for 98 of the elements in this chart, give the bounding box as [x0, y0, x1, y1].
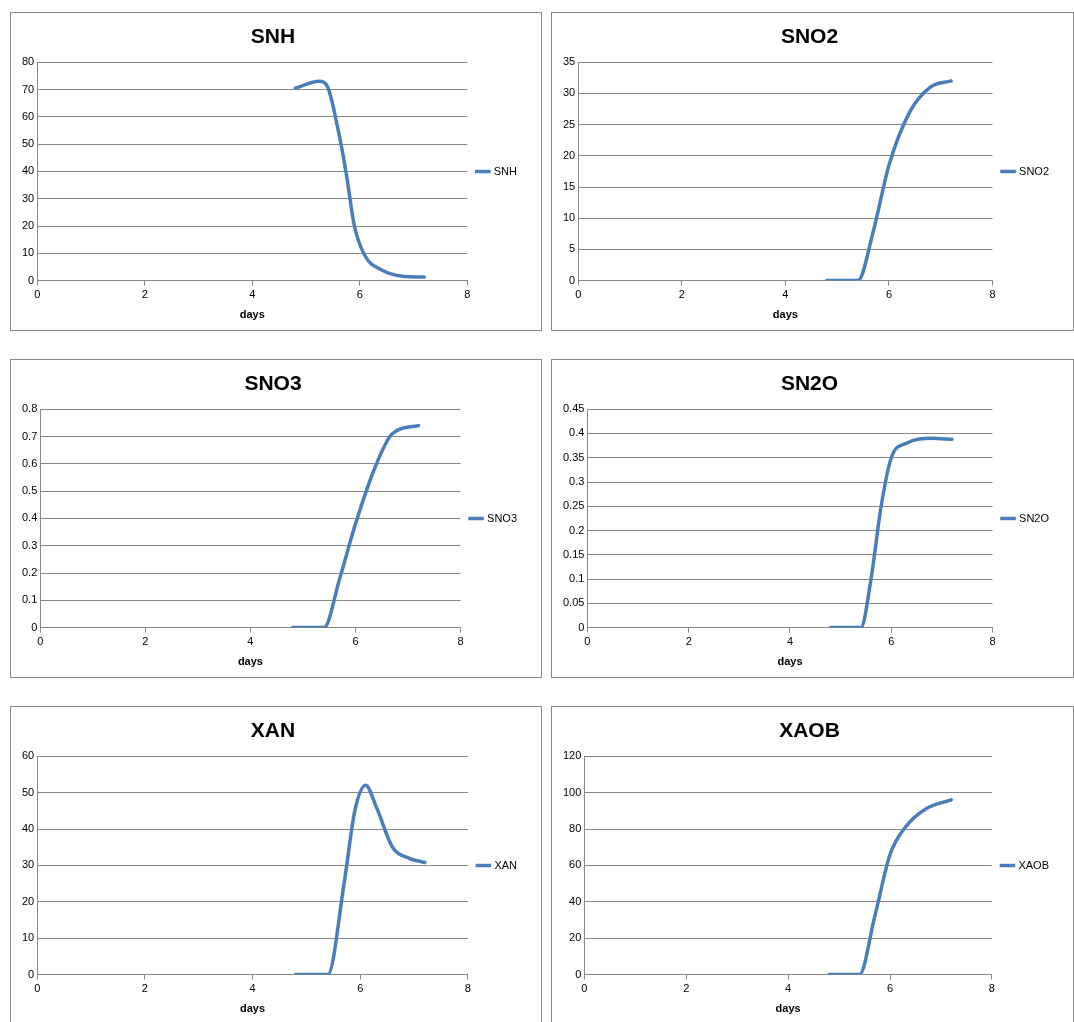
chart-title: SNO2	[780, 24, 839, 48]
legend-label: XAOB	[1018, 858, 1050, 871]
y-tick-label: 80	[569, 822, 582, 835]
x-axis-title: days	[240, 1002, 266, 1015]
y-tick-label: 0	[31, 620, 38, 633]
y-tick-label: 0.2	[569, 523, 585, 536]
x-tick-label: 2	[678, 288, 685, 301]
x-tick-label: 8	[989, 635, 996, 648]
y-tick-label: 20	[21, 894, 35, 907]
y-tick-label: 30	[21, 191, 35, 204]
legend-label: SN2O	[1019, 511, 1050, 524]
x-tick-label: 4	[786, 635, 794, 648]
y-tick-label: 0.15	[562, 547, 585, 560]
x-tick-label: 4	[782, 288, 789, 301]
x-tick-label: 6	[885, 288, 893, 301]
y-tick-label: 5	[569, 242, 576, 255]
y-tick-label: 10	[21, 246, 35, 259]
x-tick-label: 6	[357, 982, 364, 995]
y-tick-label: 0.1	[569, 572, 585, 585]
y-tick-label: 0.5	[21, 484, 38, 497]
y-tick-label: 100	[562, 785, 582, 798]
chart-title: SNH	[250, 24, 296, 48]
y-tick-label: 20	[562, 148, 576, 161]
y-tick-label: 20	[21, 219, 35, 232]
y-tick-label: 0.1	[21, 593, 38, 606]
y-tick-label: 0.2	[21, 566, 38, 579]
y-tick-label: 0.35	[562, 450, 585, 463]
x-axis-title: days	[237, 655, 263, 668]
x-tick-label: 8	[464, 982, 471, 995]
x-axis-title: days	[777, 655, 803, 668]
legend-label: SNO3	[487, 511, 518, 524]
x-tick-label: 4	[247, 635, 254, 648]
y-tick-label: 0	[575, 967, 582, 980]
y-tick-label: 80	[21, 55, 35, 68]
y-tick-label: 15	[562, 180, 576, 193]
x-tick-label: 8	[989, 288, 996, 301]
y-tick-label: 40	[21, 822, 35, 835]
y-tick-label: 0.6	[21, 456, 38, 469]
x-tick-label: 2	[142, 635, 149, 648]
y-tick-label: 60	[569, 858, 582, 871]
chart-title: SNO3	[244, 371, 302, 395]
x-tick-label: 2	[141, 982, 148, 995]
y-tick-label: 10	[562, 211, 576, 224]
x-tick-label: 6	[888, 635, 895, 648]
x-tick-label: 8	[988, 982, 995, 995]
y-tick-label: 0	[569, 273, 576, 286]
y-tick-label: 0.05	[562, 596, 585, 609]
line-series	[828, 436, 954, 628]
legend-label: XAN	[494, 858, 518, 871]
y-tick-label: 0.45	[562, 402, 585, 415]
y-tick-label: 0	[578, 620, 585, 633]
y-tick-label: 70	[21, 82, 35, 95]
y-tick-label: 35	[562, 55, 576, 68]
legend-label: SNH	[493, 164, 518, 177]
y-tick-label: 40	[569, 894, 582, 907]
y-tick-label: 50	[21, 785, 35, 798]
y-tick-label: 60	[21, 109, 35, 122]
y-tick-label: 0.7	[21, 429, 38, 442]
x-tick-label: 4	[249, 288, 256, 301]
line-series	[293, 79, 427, 279]
y-tick-label: 0.4	[21, 511, 38, 524]
y-tick-label: 30	[21, 858, 35, 871]
y-tick-label: 30	[562, 86, 576, 99]
y-tick-label: 0	[28, 967, 35, 980]
x-tick-label: 8	[464, 288, 471, 301]
y-tick-label: 20	[569, 931, 582, 944]
line-series	[290, 423, 421, 628]
line-series	[293, 783, 427, 975]
y-tick-label: 40	[21, 164, 35, 177]
line-series	[825, 79, 953, 281]
x-axis-title: days	[775, 1002, 801, 1015]
y-tick-label: 0	[28, 273, 35, 286]
x-tick-label: 6	[352, 635, 359, 648]
x-tick-label: 4	[785, 982, 792, 995]
x-tick-label: 2	[683, 982, 690, 995]
y-tick-label: 0.3	[569, 475, 585, 488]
x-axis-title: days	[772, 308, 798, 321]
y-tick-label: 50	[21, 137, 35, 150]
chart-title: XAN	[250, 718, 296, 742]
x-tick-label: 2	[141, 288, 148, 301]
x-tick-label: 2	[685, 635, 692, 648]
x-axis-title: days	[239, 308, 265, 321]
chart-title: SN2O	[780, 371, 839, 395]
y-tick-label: 0.4	[569, 426, 585, 439]
line-series	[827, 798, 953, 975]
x-tick-label: 8	[457, 635, 464, 648]
x-tick-label: 6	[886, 982, 894, 995]
x-tick-label: 6	[356, 288, 363, 301]
legend-label: SNO2	[1019, 164, 1050, 177]
y-tick-label: 25	[562, 117, 576, 130]
y-tick-label: 120	[562, 749, 582, 762]
y-tick-label: 0.25	[562, 499, 585, 512]
y-tick-label: 60	[21, 749, 35, 762]
y-tick-label: 10	[21, 931, 35, 944]
chart-title: XAOB	[779, 718, 840, 742]
x-tick-label: 4	[249, 982, 256, 995]
y-tick-label: 0.3	[21, 538, 38, 551]
y-tick-label: 0.8	[21, 402, 38, 415]
